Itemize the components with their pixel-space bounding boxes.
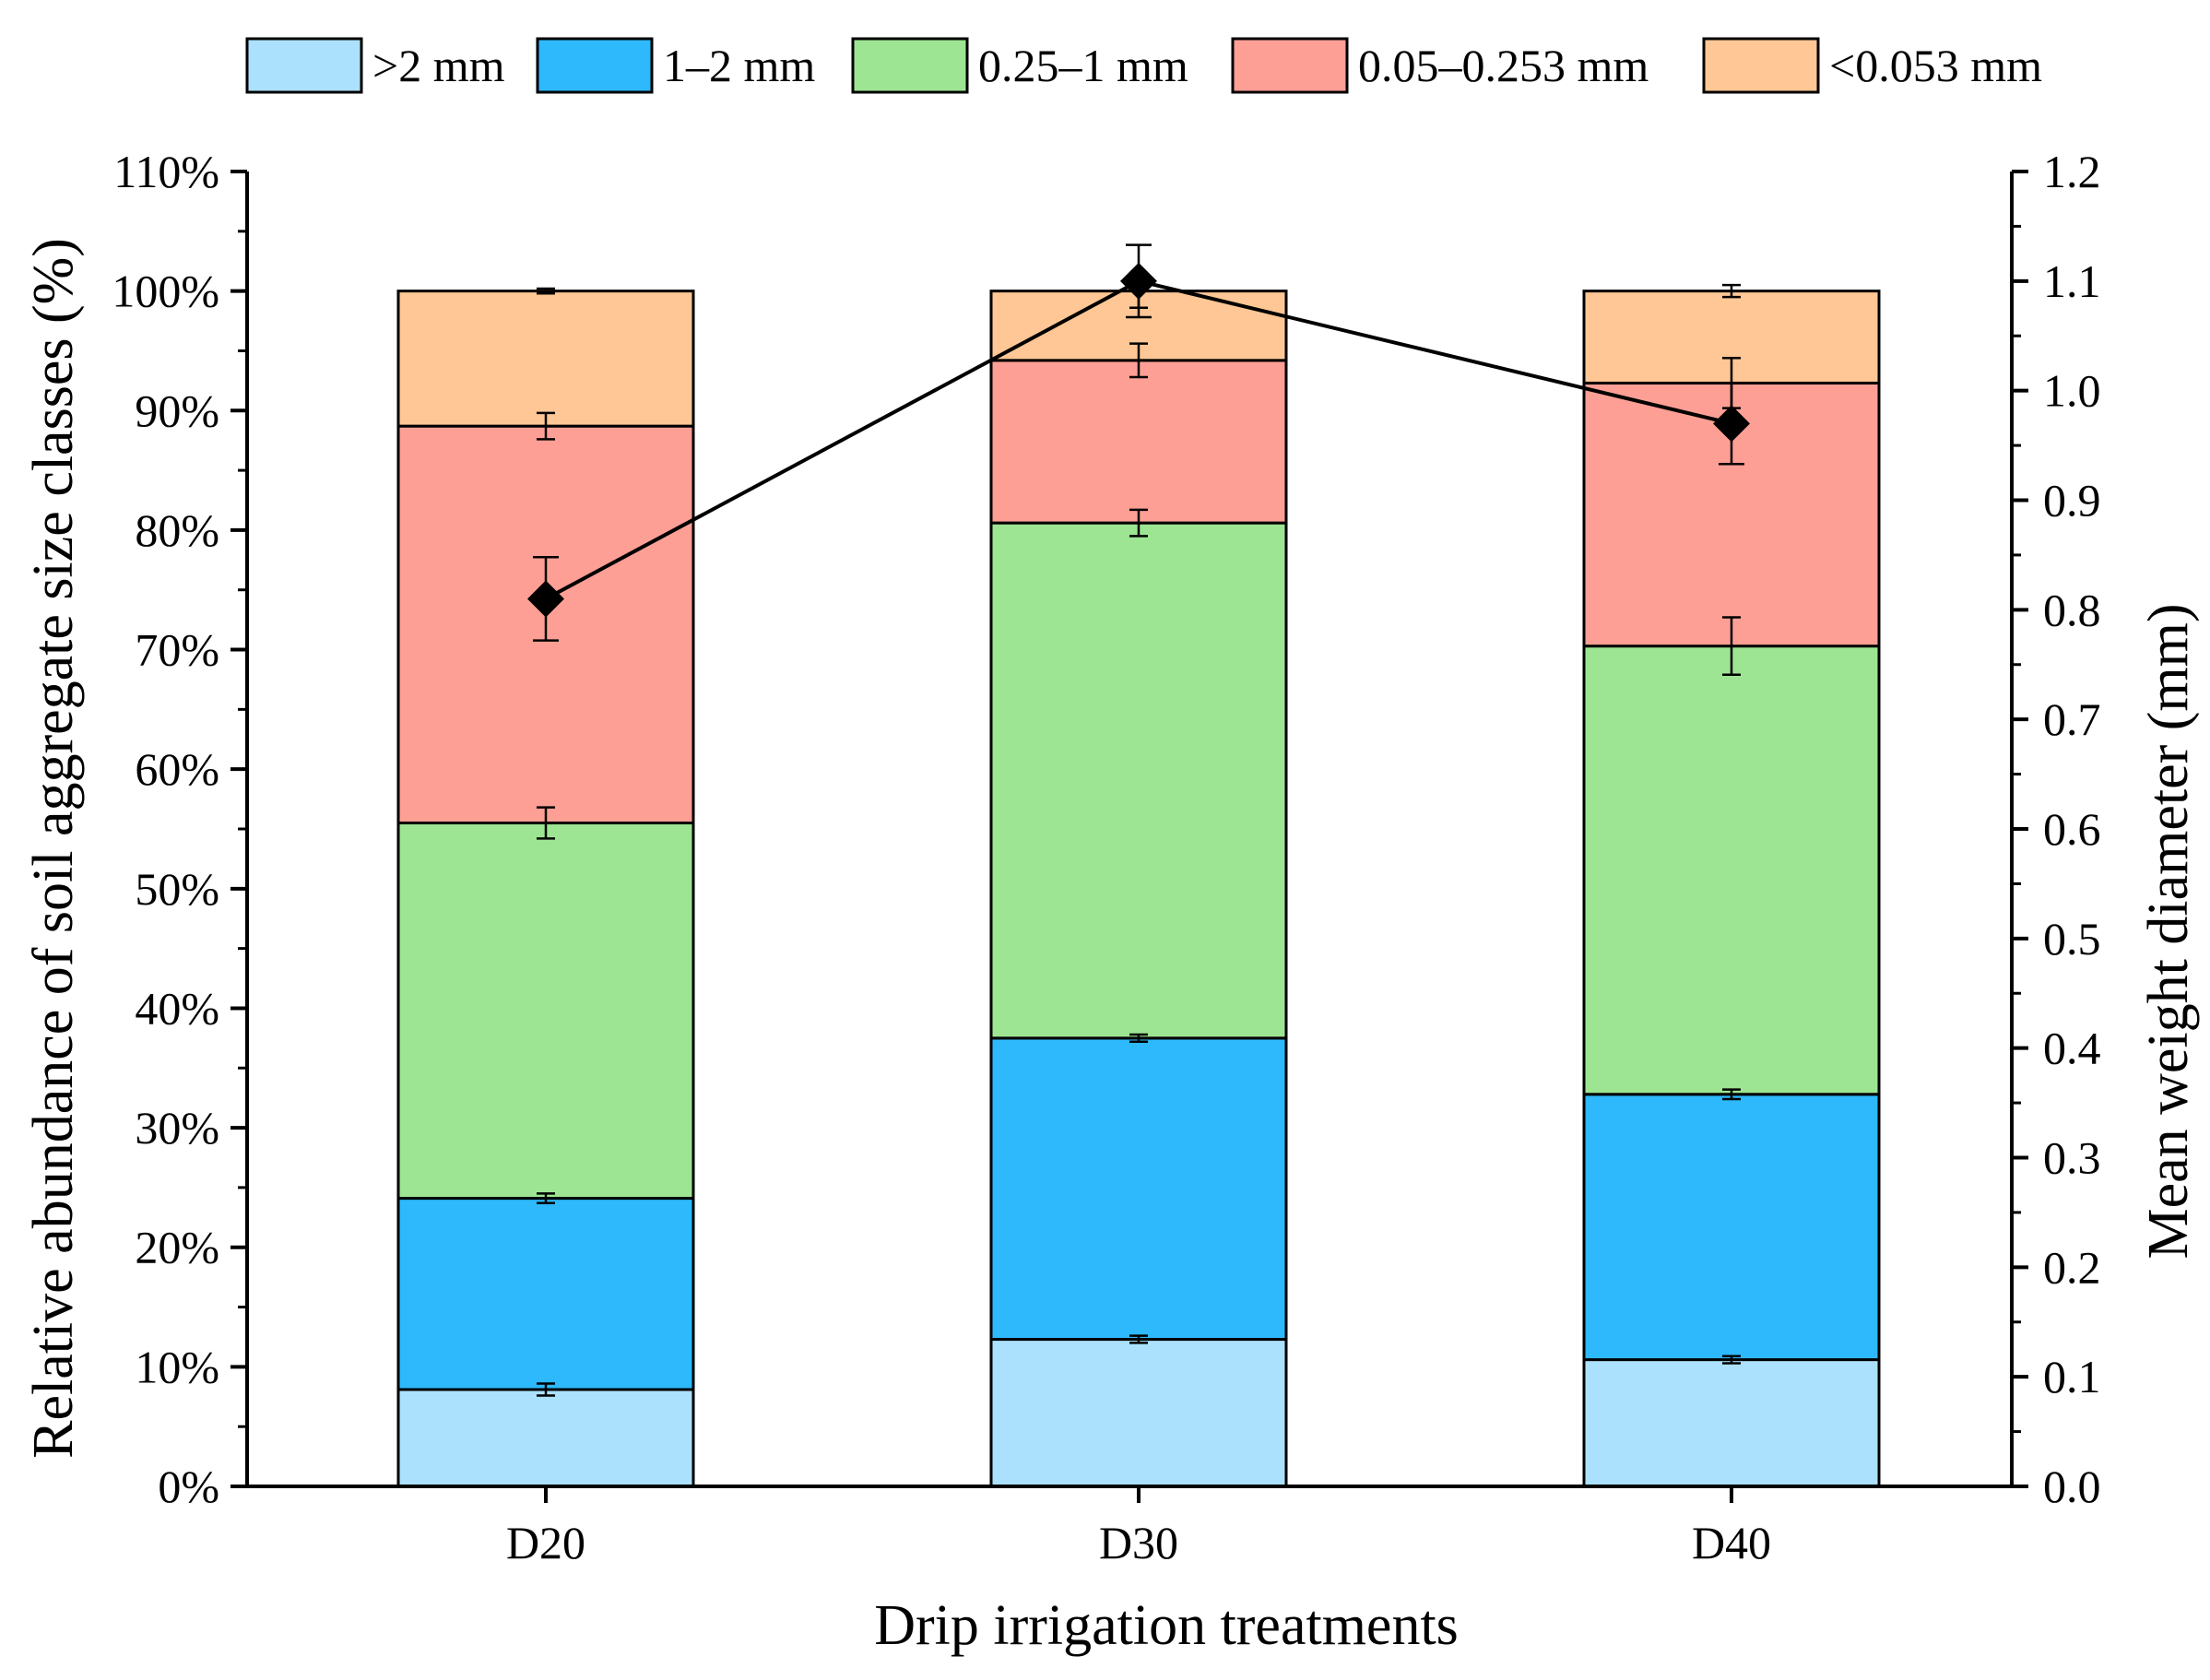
error-bar-d30-1-2-mm (1129, 1033, 1148, 1044)
legend-swatch (851, 37, 969, 94)
error-bar-d20-1-2-mm (537, 1192, 555, 1205)
bar-d20-2-mm (396, 1388, 695, 1488)
bar-d40-0-25-1-mm (1582, 645, 1881, 1096)
y-tick-label-left: 40% (135, 982, 219, 1034)
y-tick-label-right: 0.5 (2043, 913, 2101, 964)
y-axis-title-right: Mean weight diameter (mm) (2137, 603, 2200, 1259)
error-bar-d30-0-05-0-253-mm (1129, 342, 1148, 379)
y-tick-label-right: 0.4 (2043, 1023, 2101, 1074)
legend-item-0-05-0-253-mm: 0.05–0.253 mm (1231, 37, 1649, 94)
x-axis-title: Drip irrigation treatments (874, 1594, 1459, 1657)
y-tick-label-left: 30% (135, 1102, 219, 1154)
y-tick-label-right: 0.0 (2043, 1461, 2101, 1512)
legend-item-1-2-mm: 1–2 mm (536, 37, 815, 94)
y-tick-label-right: 0.9 (2043, 475, 2101, 526)
legend-label: >2 mm (372, 40, 505, 91)
error-bar-d40-0-053-mm (1722, 283, 1741, 299)
y-tick-label-left: 70% (135, 624, 219, 676)
mwd-marker-d20 (527, 580, 564, 618)
error-bar-d40-1-2-mm (1722, 1088, 1741, 1101)
bar-d30-0-05-0-253-mm (989, 359, 1288, 525)
y-tick-label-right: 0.2 (2043, 1241, 2101, 1293)
y-tick-label-left: 60% (135, 743, 219, 795)
y-tick-label-left: 110% (113, 146, 219, 197)
axes-layer: 0% 10% 20% 30% 40% 50% 60% 70% 80% 90% 100% 110% 0.0… (112, 146, 2100, 1568)
y-tick-label-left: 20% (135, 1222, 219, 1273)
y-tick-label-right: 0.1 (2043, 1351, 2101, 1402)
legend-item-0-053-mm: <0.053 mm (1702, 37, 2042, 94)
bar-d30-1-2-mm (989, 1036, 1288, 1342)
legend-item-0-25-1-mm: 0.25–1 mm (851, 37, 1188, 94)
x-tick-label-d40: D40 (1692, 1517, 1771, 1568)
x-tick-label-d30: D30 (1099, 1517, 1178, 1568)
error-bar-d30-2-mm (1129, 1334, 1148, 1344)
bars-layer (396, 290, 1881, 1488)
bar-d40-2-mm (1582, 1358, 1881, 1488)
mwd-line-layer (527, 243, 1750, 642)
legend-swatch (1231, 37, 1349, 94)
y-tick-label-right: 0.3 (2043, 1132, 2101, 1184)
y-tick-label-left: 10% (135, 1341, 219, 1392)
y-tick-label-right: 0.8 (2043, 584, 2101, 635)
error-bar-d40-0-25-1-mm (1722, 616, 1741, 677)
y-tick-label-left: 90% (135, 385, 219, 436)
legend-label: 0.25–1 mm (978, 40, 1188, 91)
y-tick-label-right: 1.2 (2043, 146, 2101, 197)
legend: >2 mm 1–2 mm 0.25–1 mm 0.05–0.253 mm <0.053 … (245, 37, 2042, 94)
bar-d40-1-2-mm (1582, 1093, 1881, 1362)
y-tick-label-right: 0.6 (2043, 803, 2101, 855)
y-axis-title-left: Relative abundance of soil aggregate siz… (22, 238, 85, 1459)
legend-label: <0.053 mm (1829, 40, 2042, 91)
mwd-marker-d40 (1713, 405, 1750, 443)
y-tick-label-right: 1.0 (2043, 365, 2101, 417)
error-bar-d20-0-05-0-253-mm (537, 411, 555, 441)
y-tick-label-left: 50% (135, 863, 219, 915)
error-bar-d20-2-mm (537, 1382, 555, 1397)
error-bar-d20-0-25-1-mm (537, 806, 555, 840)
error-bar-d40-2-mm (1722, 1355, 1741, 1365)
legend-swatch (245, 37, 363, 94)
y-tick-label-right: 0.7 (2043, 693, 2101, 745)
error-bar-d30-0-25-1-mm (1129, 508, 1148, 538)
bar-d20-0-053-mm (396, 290, 695, 428)
bar-d30-0-25-1-mm (989, 521, 1288, 1040)
y-tick-label-right: 1.1 (2043, 255, 2101, 307)
error-bar-d20-0-053-mm (537, 287, 555, 295)
legend-swatch (1702, 37, 1820, 94)
bar-d20-0-25-1-mm (396, 822, 695, 1201)
y-tick-label-left: 100% (112, 266, 219, 317)
y-tick-label-left: 0% (158, 1461, 219, 1512)
x-tick-label-d20: D20 (506, 1517, 585, 1568)
bar-d20-1-2-mm (396, 1197, 695, 1391)
legend-swatch (536, 37, 654, 94)
legend-label: 0.05–0.253 mm (1358, 40, 1649, 91)
mwd-marker-d30 (1120, 262, 1157, 300)
y-tick-label-left: 80% (135, 504, 219, 556)
legend-label: 1–2 mm (663, 40, 815, 91)
legend-item-2-mm: >2 mm (245, 37, 505, 94)
bar-d30-2-mm (989, 1338, 1288, 1488)
